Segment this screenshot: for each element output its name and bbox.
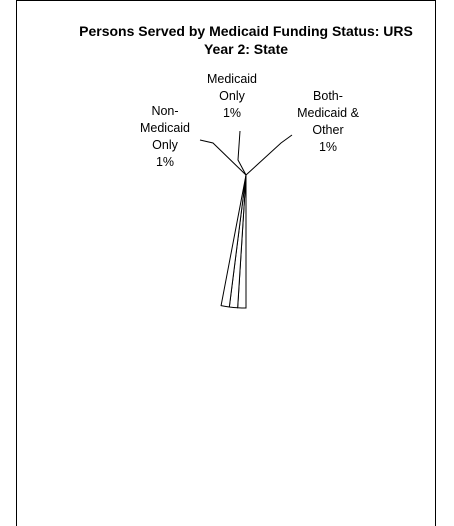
slice-name: Non-Medicaid Only [139,104,191,152]
chart-title: Persons Served by Medicaid Funding Statu… [79,23,413,57]
leader-line [237,130,247,176]
slice-label: Medicaid Only 1% [202,71,262,122]
leader-line [245,134,293,176]
slice-name: Both-Medicaid & Other [297,89,359,137]
leader-line [199,139,247,176]
pie-slice [220,174,247,308]
chart-frame [16,0,436,526]
slice-value: 1% [318,140,338,154]
slice-name: Medicaid Only [206,72,258,103]
slice-value: 1% [155,155,175,169]
slice-value: 1% [222,106,242,120]
slice-label: Both-Medicaid & Other 1% [290,88,366,156]
slice-label: Non-Medicaid Only 1% [130,103,200,171]
